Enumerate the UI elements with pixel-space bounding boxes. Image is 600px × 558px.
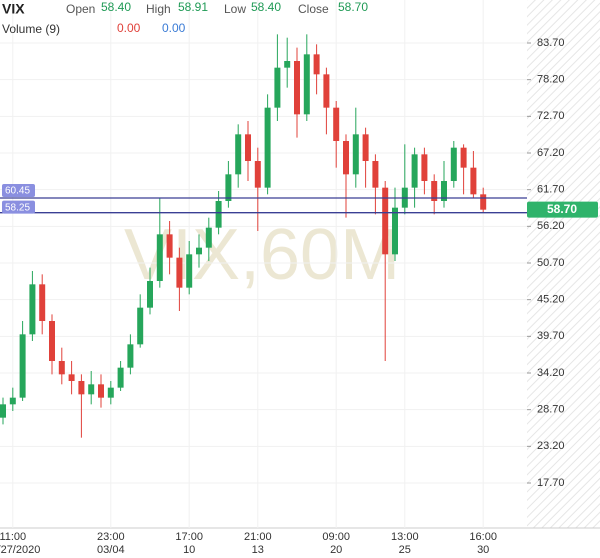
last-price-box xyxy=(527,201,598,218)
y-tick-label: 23.20 xyxy=(537,440,565,452)
candle-body xyxy=(382,187,389,255)
candle-body xyxy=(333,107,340,141)
candle-body xyxy=(98,384,104,398)
candle-body xyxy=(29,284,36,335)
volume-value: 0.00 xyxy=(117,21,141,35)
legend-name: Open xyxy=(66,2,95,16)
candle-body xyxy=(39,284,46,321)
price-line-label: 58.25 xyxy=(5,202,30,213)
candle-body xyxy=(352,134,359,175)
y-tick-label: 83.70 xyxy=(537,37,565,49)
x-tick-label: 03/04 xyxy=(97,544,125,556)
candle-body xyxy=(107,387,114,398)
candle-body xyxy=(254,161,261,188)
y-tick-label: 78.20 xyxy=(537,74,565,86)
x-tick-label: 10 xyxy=(183,544,195,556)
x-tick-label: 16:00 xyxy=(469,531,497,543)
candle-body xyxy=(460,147,467,168)
candle-body xyxy=(392,207,398,255)
y-tick-label: 67.20 xyxy=(537,147,565,159)
x-tick-label: 30 xyxy=(477,544,489,556)
candle-body xyxy=(137,307,144,345)
candle-body xyxy=(450,147,457,181)
candle-body xyxy=(421,154,428,181)
x-tick-label: 02/27/2020 xyxy=(0,544,40,556)
last-price-label: 58.70 xyxy=(547,202,577,216)
legend-value: 58.40 xyxy=(251,0,281,14)
watermark: VIX,60M xyxy=(124,215,400,295)
candle-body xyxy=(362,134,369,161)
candle-body xyxy=(323,74,330,108)
candle-body xyxy=(303,54,310,115)
x-tick-label: 13:00 xyxy=(391,531,419,543)
candle-body xyxy=(127,344,134,368)
candle-body xyxy=(49,321,55,361)
y-tick-label: 34.20 xyxy=(537,367,565,379)
plot xyxy=(0,0,527,528)
candle-body xyxy=(441,181,447,201)
legend-name: Close xyxy=(298,2,329,16)
candle-body xyxy=(215,201,222,228)
candle-body xyxy=(166,234,173,258)
candle-body xyxy=(78,381,85,395)
y-tick-label: 17.70 xyxy=(537,477,565,489)
symbol: VIX xyxy=(2,1,25,17)
candle-body xyxy=(294,61,300,115)
axis-hatch xyxy=(527,0,600,528)
candle-body xyxy=(117,367,124,388)
x-tick-label: 09:00 xyxy=(322,531,350,543)
candle-body xyxy=(186,254,193,288)
legend-name: Low xyxy=(224,2,246,16)
candle-body xyxy=(264,107,271,188)
x-tick-label: 11:00 xyxy=(0,531,26,543)
price-line-box xyxy=(2,200,35,214)
candle-body xyxy=(156,234,163,281)
candle-body xyxy=(176,257,183,288)
price-line-box xyxy=(2,184,35,197)
candle-body xyxy=(235,134,242,175)
candle-body xyxy=(147,281,153,308)
y-tick-label: 45.20 xyxy=(537,294,565,306)
y-tick-label: 56.20 xyxy=(537,220,565,232)
candle-body xyxy=(372,161,379,188)
candle-body xyxy=(313,54,320,75)
candle-body xyxy=(58,361,65,375)
x-tick-label: 21:00 xyxy=(244,531,272,543)
legend-value: 58.91 xyxy=(178,0,208,14)
y-tick-label: 72.70 xyxy=(537,110,565,122)
volume-label: Volume (9) xyxy=(2,22,60,36)
candle-body xyxy=(284,61,291,68)
candle-body xyxy=(225,174,232,201)
candle-body xyxy=(9,397,16,405)
x-tick-label: 13 xyxy=(252,544,264,556)
price-line-label: 60.45 xyxy=(5,186,30,197)
candle-body xyxy=(196,247,202,255)
y-tick-label: 28.70 xyxy=(537,404,565,416)
legend-value: 58.70 xyxy=(338,0,368,14)
x-tick-label: 20 xyxy=(330,544,342,556)
x-tick-label: 23:00 xyxy=(97,531,125,543)
x-tick-label: 17:00 xyxy=(175,531,203,543)
candle-body xyxy=(245,134,251,161)
candle-body xyxy=(88,384,95,395)
candle-body xyxy=(205,227,212,248)
y-tick-label: 61.70 xyxy=(537,184,565,196)
candle-body xyxy=(274,67,281,108)
candle-body xyxy=(343,141,349,175)
y-tick-label: 50.70 xyxy=(537,257,565,269)
candle-body xyxy=(470,167,477,195)
candle-body xyxy=(68,374,75,381)
candle-body xyxy=(480,194,487,210)
candle-body xyxy=(19,334,26,398)
candle-body xyxy=(431,181,438,201)
y-tick-label: 39.70 xyxy=(537,330,565,342)
legend-name: High xyxy=(146,2,171,16)
x-tick-label: 25 xyxy=(399,544,411,556)
legend-value: 58.40 xyxy=(101,0,131,14)
candle-body xyxy=(411,154,418,188)
candle-body xyxy=(0,404,6,418)
volume-value: 0.00 xyxy=(162,21,186,35)
